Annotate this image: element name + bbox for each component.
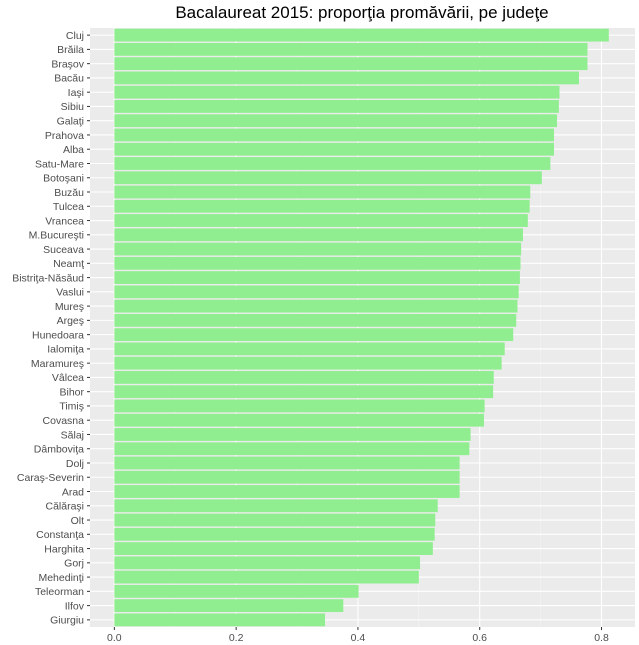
bar	[114, 385, 494, 399]
y-tick-label: Hunedoara	[32, 329, 84, 341]
y-tick-label: Cluj	[66, 30, 84, 42]
y-tick-label: Braşov	[51, 58, 84, 70]
y-tick-label: Constanţa	[36, 529, 84, 541]
y-tick-label: Teleorman	[35, 586, 84, 598]
bar	[114, 513, 436, 527]
y-tick-label: Galaţi	[57, 116, 84, 128]
bar	[114, 271, 520, 285]
y-tick-label: Giurgiu	[50, 615, 84, 627]
bar	[114, 542, 433, 555]
bar	[114, 199, 530, 213]
y-tick-label: Iaşi	[68, 87, 84, 99]
bar	[114, 42, 588, 56]
y-axis: Cluj Brăila Braşov Bacău Iaşi Sibiu Galaţi Prah…	[12, 30, 90, 627]
bar	[114, 570, 419, 584]
bar	[114, 456, 460, 470]
y-tick-label: Bistriţa-Năsăud	[12, 272, 84, 284]
bar	[114, 313, 517, 327]
bar	[114, 399, 485, 413]
bar	[114, 499, 438, 513]
y-tick-label: Harghita	[44, 543, 84, 555]
bar	[114, 28, 609, 42]
y-tick-label: Caraş-Severin	[17, 472, 84, 484]
bar	[114, 470, 460, 484]
chart-title: Bacalaureat 2015: proporţia promăvării, …	[175, 3, 548, 22]
bar	[114, 114, 558, 128]
bar	[114, 171, 542, 185]
bar	[114, 57, 588, 71]
bar	[114, 85, 560, 99]
y-tick-label: Prahova	[45, 130, 84, 142]
y-tick-label: Suceava	[43, 244, 84, 256]
x-axis: 0.0 0.2 0.4 0.6 0.8	[107, 627, 609, 644]
y-tick-label: Mehedinţi	[38, 572, 84, 584]
x-tick-label: 0.6	[472, 632, 487, 644]
y-tick-label: M.Bucureşti	[29, 230, 84, 242]
x-tick-label: 0.8	[594, 632, 609, 644]
bar	[114, 228, 523, 242]
bars	[114, 28, 609, 627]
y-tick-label: Ilfov	[65, 600, 85, 612]
bar	[114, 100, 559, 113]
y-tick-label: Maramureş	[31, 358, 84, 370]
bar	[114, 342, 505, 356]
y-tick-label: Bihor	[59, 386, 84, 398]
bar	[114, 214, 528, 227]
y-tick-label: Mureş	[55, 301, 84, 313]
y-tick-label: Vâlcea	[52, 372, 84, 384]
y-tick-label: Dolj	[66, 458, 84, 470]
bar	[114, 527, 435, 541]
bar	[114, 185, 531, 199]
y-tick-label: Sibiu	[61, 101, 85, 113]
plot-panel	[90, 28, 635, 627]
y-tick-label: Călăraşi	[45, 501, 84, 513]
bar	[114, 328, 514, 342]
y-tick-label: Alba	[63, 144, 84, 156]
y-tick-label: Vrancea	[45, 215, 84, 227]
bar	[114, 370, 494, 384]
y-tick-label: Dâmboviţa	[34, 444, 84, 456]
bar	[114, 485, 460, 498]
bar	[114, 428, 471, 441]
y-tick-label: Arad	[62, 486, 84, 498]
bar	[114, 584, 359, 598]
y-tick-label: Bacău	[54, 73, 84, 85]
bar	[114, 285, 519, 299]
bar	[114, 599, 344, 613]
bar	[114, 299, 518, 313]
y-tick-label: Ialomiţa	[47, 344, 84, 356]
x-tick-label: 0.4	[351, 632, 366, 644]
bar	[114, 142, 555, 156]
bar	[114, 356, 502, 370]
y-tick-label: Botoşani	[43, 173, 84, 185]
bar	[114, 556, 421, 570]
bar	[114, 128, 555, 142]
bar	[114, 242, 522, 256]
y-tick-label: Argeş	[57, 315, 84, 327]
bar	[114, 256, 521, 270]
x-tick-label: 0.0	[107, 632, 122, 644]
y-tick-label: Vaslui	[56, 287, 84, 299]
bar	[114, 442, 470, 456]
y-tick-label: Tulcea	[53, 201, 84, 213]
y-tick-label: Covasna	[43, 415, 85, 427]
bar	[114, 71, 579, 85]
y-tick-label: Buzău	[54, 187, 84, 199]
y-tick-label: Gorj	[64, 558, 84, 570]
y-tick-label: Brăila	[57, 44, 84, 56]
bar	[114, 613, 326, 627]
bar	[114, 413, 484, 427]
x-tick-label: 0.2	[229, 632, 244, 644]
y-tick-label: Timiş	[59, 401, 84, 413]
bar	[114, 157, 551, 170]
y-tick-label: Satu-Mare	[35, 158, 84, 170]
y-tick-label: Neamţ	[53, 258, 84, 270]
y-tick-label: Olt	[71, 515, 85, 527]
y-tick-label: Sălaj	[61, 429, 84, 441]
